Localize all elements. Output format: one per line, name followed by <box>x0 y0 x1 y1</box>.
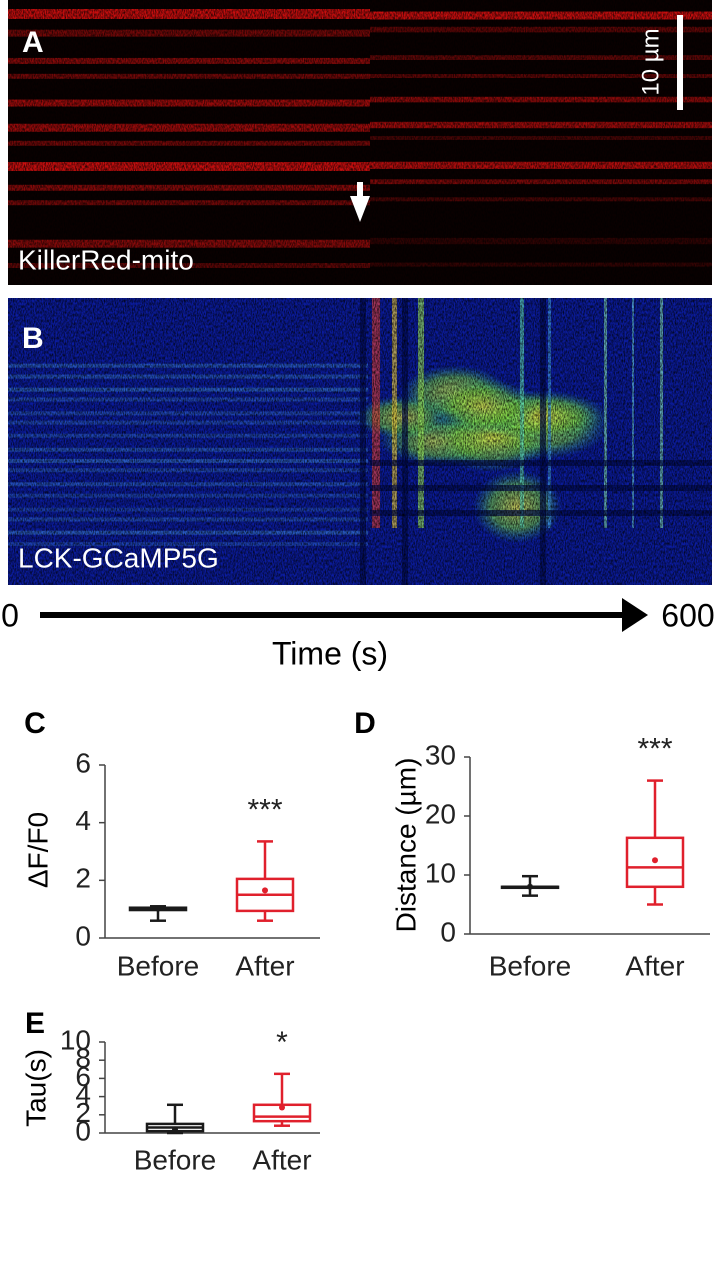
y-tick-label: 4 <box>75 1079 91 1110</box>
y-tick-label: 6 <box>75 747 91 778</box>
x-tick-label: After <box>252 1144 311 1175</box>
kymograph-b <box>8 298 712 585</box>
x-tick-label: Before <box>117 950 200 981</box>
x-tick-label: Before <box>134 1144 217 1175</box>
y-axis-label: ΔF/F0 <box>22 812 53 888</box>
y-tick-label: 4 <box>75 805 91 836</box>
mean <box>652 857 658 864</box>
y-tick-label: 2 <box>75 1097 91 1128</box>
significance: * <box>276 1026 288 1059</box>
panel-label: C <box>24 707 46 740</box>
y-tick-label: 0 <box>75 920 91 951</box>
time-end: 600 <box>661 597 714 633</box>
y-tick-label: 0 <box>440 916 456 947</box>
y-tick-label: 6 <box>75 1061 91 1092</box>
y-axis-label: Distance (µm) <box>390 758 421 933</box>
scale-label: 10 µm <box>637 28 664 95</box>
panel-label: B <box>22 322 44 355</box>
image-caption: KillerRed-mito <box>18 244 194 275</box>
y-tick-label: 0 <box>75 1115 91 1146</box>
y-tick-label: 10 <box>425 857 456 888</box>
kymograph-a <box>8 0 712 285</box>
time-start: 0 <box>1 597 19 633</box>
mean <box>262 887 268 894</box>
y-tick-label: 8 <box>75 1043 91 1074</box>
mean <box>279 1104 285 1111</box>
significance: *** <box>247 793 282 826</box>
panel-label: D <box>354 707 376 740</box>
x-tick-label: Before <box>489 950 572 981</box>
mean <box>527 883 533 890</box>
x-tick-label: After <box>235 950 294 981</box>
mean <box>172 1126 178 1133</box>
panel-label: A <box>22 26 44 59</box>
arrow-head <box>622 598 648 632</box>
panel-label: E <box>25 1007 45 1040</box>
image-caption: LCK-GCaMP5G <box>18 542 219 573</box>
y-axis-label: Tau(s) <box>20 1049 51 1127</box>
y-tick-label: 20 <box>425 798 456 829</box>
grain <box>8 298 712 585</box>
x-tick-label: After <box>625 950 684 981</box>
grain <box>8 0 712 285</box>
arrow-marker <box>350 182 370 222</box>
y-tick-label: 10 <box>60 1024 91 1055</box>
significance: *** <box>637 733 672 766</box>
y-tick-label: 2 <box>75 863 91 894</box>
mean <box>155 905 161 912</box>
time-label: Time (s) <box>272 635 388 671</box>
y-tick-label: 30 <box>425 739 456 770</box>
